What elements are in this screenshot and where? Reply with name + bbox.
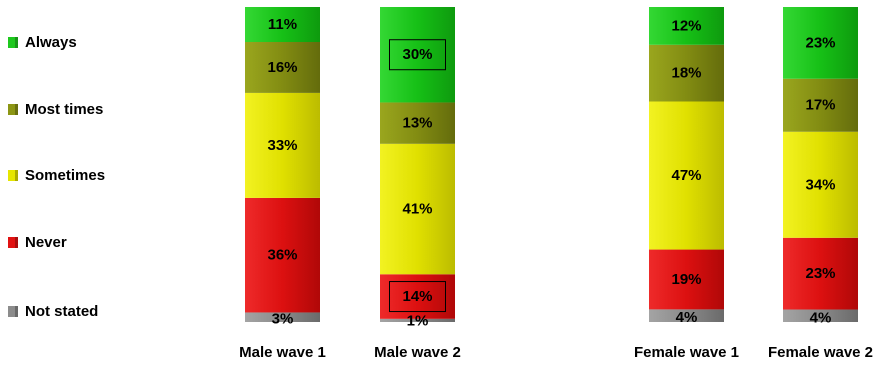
legend-swatch-never — [8, 237, 18, 248]
category-label-male-wave-1: Male wave 1 — [218, 341, 348, 364]
data-label-male-wave-1-not-stated: 3% — [272, 311, 294, 328]
category-label-male-wave-2: Male wave 2 — [353, 341, 483, 364]
legend-label: Not stated — [25, 303, 98, 320]
data-label-female-wave-1-not-stated: 4% — [676, 309, 698, 326]
data-label-female-wave-1-sometimes: 47% — [671, 167, 701, 184]
legend-label: Sometimes — [25, 167, 105, 184]
data-label-male-wave-1-never: 36% — [267, 247, 297, 264]
legend-label: Never — [25, 234, 67, 251]
legend-item-always: Always — [8, 33, 77, 51]
data-label-male-wave-2-sometimes: 41% — [402, 201, 432, 218]
data-label-male-wave-1-sometimes: 33% — [267, 137, 297, 154]
legend-swatch-not-stated — [8, 306, 18, 317]
data-label-female-wave-2-never: 23% — [805, 265, 835, 282]
data-label-female-wave-2-sometimes: 34% — [805, 176, 835, 193]
data-label-female-wave-1-always: 12% — [671, 17, 701, 34]
data-label-male-wave-2-always: 30% — [402, 46, 432, 63]
legend-label: Most times — [25, 101, 103, 118]
data-label-female-wave-1-never: 19% — [671, 271, 701, 288]
legend-label: Always — [25, 34, 77, 51]
data-label-male-wave-1-always: 11% — [268, 16, 297, 33]
legend-item-most-times: Most times — [8, 100, 103, 118]
data-label-male-wave-2-most-times: 13% — [402, 115, 432, 132]
category-label-female-wave-1: Female wave 1 — [628, 341, 746, 364]
legend-item-sometimes: Sometimes — [8, 166, 105, 184]
data-label-female-wave-2-always: 23% — [805, 34, 835, 51]
bars-layer — [245, 7, 858, 322]
category-label-female-wave-2: Female wave 2 — [762, 341, 880, 364]
data-labels-layer: 3% 36% 33% 16% 11% 1% 14% 41% 13% 30% 4% 19% 47% 18% 1… — [267, 16, 835, 330]
legend-swatch-always — [8, 37, 18, 48]
data-label-female-wave-1-most-times: 18% — [671, 65, 701, 82]
legend-item-never: Never — [8, 233, 67, 251]
data-label-female-wave-2-not-stated: 4% — [810, 309, 832, 326]
data-label-male-wave-2-not-stated: 1% — [407, 313, 429, 330]
legend-swatch-sometimes — [8, 170, 18, 181]
data-label-female-wave-2-most-times: 17% — [805, 97, 835, 114]
data-label-male-wave-2-never: 14% — [402, 288, 432, 305]
legend-swatch-most-times — [8, 104, 18, 115]
legend-item-not-stated: Not stated — [8, 302, 98, 320]
data-label-male-wave-1-most-times: 16% — [267, 59, 297, 76]
